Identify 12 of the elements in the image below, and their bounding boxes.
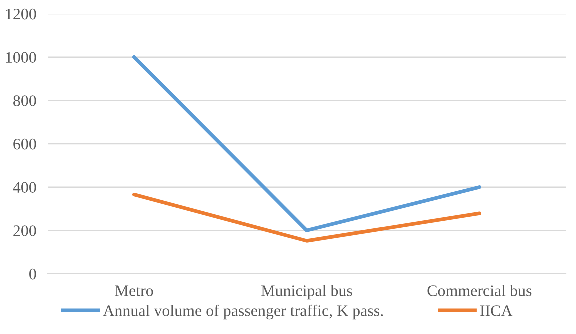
y-tick-label: 0 <box>30 268 36 280</box>
y-tick-label: 600 <box>14 138 36 150</box>
x-tick-label: Municipal bus <box>262 285 352 300</box>
legend-label: IICA <box>480 306 513 316</box>
y-tick-label: 1000 <box>6 52 36 64</box>
x-tick-label: Metro <box>115 286 154 296</box>
y-tick-label: 800 <box>14 96 36 106</box>
y-tick-label: 1200 <box>6 8 36 20</box>
legend-label: Annual volume of passenger traffic, K pass. <box>103 304 384 320</box>
x-tick-label: Commercial bus <box>428 285 532 296</box>
y-tick-label: 200 <box>14 226 36 236</box>
y-tick-label: 400 <box>13 182 36 194</box>
